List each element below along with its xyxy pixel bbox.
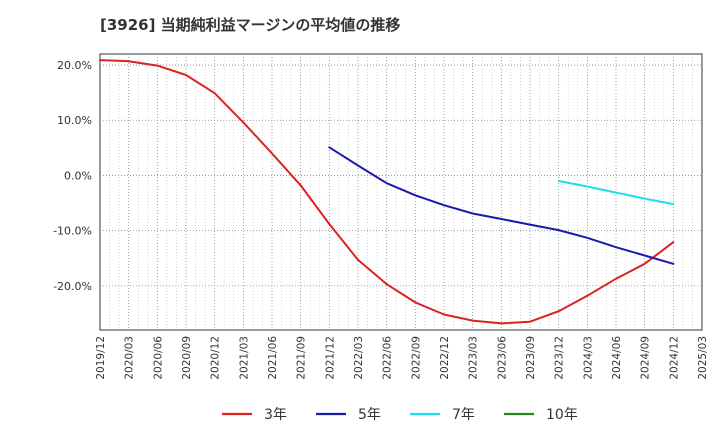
legend-label: 3年 [264, 407, 287, 423]
x-tick-label: 2019/12 [95, 336, 107, 380]
plot-area [99, 53, 703, 331]
series-line-1 [328, 146, 675, 265]
x-tick-label: 2021/03 [238, 336, 250, 380]
chart-title: [3926] 当期純利益マージンの平均値の推移 [100, 16, 401, 34]
x-tick-label: 2022/03 [353, 336, 365, 380]
x-tick-label: 2024/12 [668, 336, 680, 380]
series-line-2 [557, 180, 675, 206]
x-tick-label: 2021/06 [267, 336, 279, 380]
y-tick-label: -20.0% [53, 280, 92, 293]
legend-label: 5年 [358, 407, 381, 423]
y-tick-label: -10.0% [53, 225, 92, 238]
x-tick-label: 2024/09 [640, 336, 652, 380]
x-tick-label: 2020/12 [210, 336, 222, 380]
x-tick-label: 2023/09 [525, 336, 537, 380]
x-tick-label: 2021/09 [296, 336, 308, 380]
x-tick-label: 2023/12 [554, 336, 566, 380]
x-tick-label: 2020/09 [181, 336, 193, 380]
x-tick-label: 2022/06 [382, 336, 394, 380]
x-tick-label: 2020/06 [152, 336, 164, 380]
x-tick-label: 2024/03 [582, 336, 594, 380]
y-tick-label: 0.0% [64, 169, 92, 182]
x-tick-label: 2024/06 [611, 336, 623, 380]
x-tick-label: 2022/09 [410, 336, 422, 380]
series-line-0 [99, 59, 675, 325]
x-tick-label: 2023/06 [496, 336, 508, 380]
x-tick-label: 2020/03 [124, 336, 136, 380]
x-tick-label: 2021/12 [324, 336, 336, 380]
x-tick-label: 2025/03 [697, 336, 709, 380]
y-tick-label: 20.0% [57, 59, 92, 72]
legend-label: 10年 [546, 407, 578, 423]
x-tick-label: 2023/03 [468, 336, 480, 380]
legend-label: 7年 [452, 407, 475, 423]
x-tick-label: 2022/12 [439, 336, 451, 380]
y-tick-label: 10.0% [57, 114, 92, 127]
